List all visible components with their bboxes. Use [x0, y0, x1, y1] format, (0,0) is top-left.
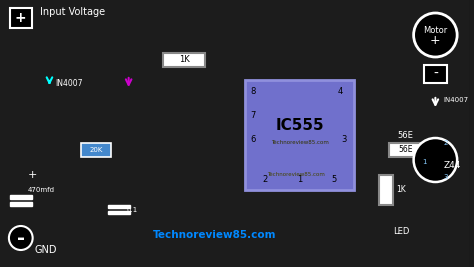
Text: +: + — [430, 33, 441, 46]
Bar — [10, 8, 32, 28]
Text: IN4007: IN4007 — [443, 97, 468, 103]
Text: 1K: 1K — [396, 186, 406, 194]
Text: 470mfd: 470mfd — [27, 187, 55, 193]
Bar — [379, 175, 393, 205]
Text: 1K: 1K — [179, 56, 190, 65]
Text: 56E: 56E — [398, 131, 414, 139]
Text: 1: 1 — [297, 175, 302, 184]
Text: -: - — [433, 67, 438, 81]
Text: 4: 4 — [338, 88, 343, 96]
Text: 7: 7 — [251, 111, 256, 120]
Text: IC555: IC555 — [275, 117, 324, 132]
Text: 2: 2 — [263, 175, 268, 184]
Text: Technoreview85.com: Technoreview85.com — [267, 172, 325, 178]
Bar — [163, 53, 205, 67]
Text: 5: 5 — [332, 175, 337, 184]
Bar — [389, 143, 423, 157]
Circle shape — [9, 226, 33, 250]
Polygon shape — [380, 215, 392, 225]
Bar — [81, 143, 111, 157]
Text: 1: 1 — [422, 159, 427, 165]
Text: Motor: Motor — [423, 26, 447, 35]
Text: +: + — [15, 11, 27, 25]
Text: Technoreview85.com: Technoreview85.com — [271, 140, 329, 146]
Bar — [10, 195, 32, 199]
Text: Technoreview85.com: Technoreview85.com — [154, 230, 277, 240]
Text: +: + — [27, 170, 37, 180]
Text: Z44: Z44 — [443, 160, 461, 170]
Bar — [108, 205, 129, 208]
Text: 56E: 56E — [399, 146, 413, 155]
Text: LED: LED — [393, 227, 409, 237]
Bar — [10, 202, 32, 206]
Bar — [108, 211, 129, 214]
Text: 20K: 20K — [89, 147, 103, 153]
Text: -: - — [17, 229, 25, 248]
Bar — [423, 65, 447, 83]
Text: IN4007: IN4007 — [55, 78, 83, 88]
Text: 8: 8 — [251, 88, 256, 96]
Text: Input Voltage: Input Voltage — [40, 7, 105, 17]
Text: 3: 3 — [443, 174, 448, 180]
Text: 3: 3 — [342, 135, 347, 144]
Bar — [246, 80, 354, 190]
Text: 6: 6 — [251, 135, 256, 144]
Text: 2: 2 — [443, 140, 447, 146]
Text: GND: GND — [35, 245, 57, 255]
Text: 0.1: 0.1 — [127, 207, 138, 213]
Circle shape — [414, 138, 457, 182]
Circle shape — [414, 13, 457, 57]
